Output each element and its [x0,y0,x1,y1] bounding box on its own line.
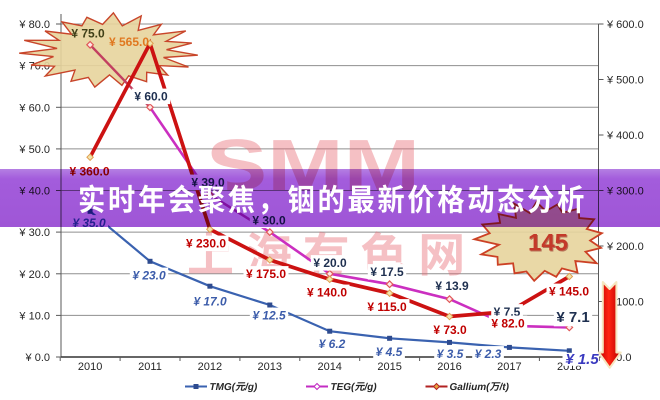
svg-text:¥ 10.0: ¥ 10.0 [18,310,50,322]
svg-text:¥ 3.5: ¥ 3.5 [437,347,464,361]
svg-text:¥ 80.0: ¥ 80.0 [18,19,50,31]
svg-text:¥ 50.0: ¥ 50.0 [18,144,50,156]
svg-text:¥ 400.0: ¥ 400.0 [606,130,644,142]
svg-text:2010: 2010 [78,361,102,373]
svg-text:¥ 565.0: ¥ 565.0 [109,35,149,49]
svg-text:¥ 75.0: ¥ 75.0 [71,27,105,41]
svg-text:¥ 145.0: ¥ 145.0 [549,285,589,299]
svg-text:¥ 73.0: ¥ 73.0 [433,323,467,337]
svg-text:¥ 115.0: ¥ 115.0 [367,300,407,314]
svg-text:2017: 2017 [497,361,521,373]
svg-text:¥ 12.5: ¥ 12.5 [252,309,286,323]
svg-text:¥ 60.0: ¥ 60.0 [134,90,168,104]
svg-text:¥ 1.5: ¥ 1.5 [565,351,599,368]
svg-text:¥ 140.0: ¥ 140.0 [307,286,347,300]
svg-text:¥ 17.0: ¥ 17.0 [193,295,227,309]
svg-text:¥ 20.0: ¥ 20.0 [18,269,50,281]
svg-text:¥ 20.0: ¥ 20.0 [313,256,347,270]
svg-text:¥ 500.0: ¥ 500.0 [606,75,644,87]
svg-text:¥ 2.3: ¥ 2.3 [475,347,502,361]
svg-text:¥ 17.5: ¥ 17.5 [370,265,404,279]
svg-text:¥ 82.0: ¥ 82.0 [491,317,525,331]
svg-text:¥ 175.0: ¥ 175.0 [246,267,286,281]
svg-text:2012: 2012 [198,361,222,373]
svg-text:2011: 2011 [138,361,162,373]
svg-text:¥ 600.0: ¥ 600.0 [606,19,644,31]
svg-text:¥ 200.0: ¥ 200.0 [606,241,644,253]
svg-text:¥ 6.2: ¥ 6.2 [319,337,346,351]
svg-text:¥ 60.0: ¥ 60.0 [18,102,50,114]
svg-text:2013: 2013 [258,361,282,373]
svg-text:¥ 230.0: ¥ 230.0 [186,237,226,251]
svg-text:¥ 7.1: ¥ 7.1 [556,309,589,326]
svg-text:¥ 7.5: ¥ 7.5 [494,305,521,319]
svg-text:2014: 2014 [317,361,341,373]
svg-text:¥ 23.0: ¥ 23.0 [132,269,166,283]
svg-text:145: 145 [528,230,568,257]
svg-text:¥ 4.5: ¥ 4.5 [376,345,403,359]
svg-text:¥ 0.0: ¥ 0.0 [25,352,50,364]
svg-text:2015: 2015 [377,361,401,373]
svg-text:¥ 30.0: ¥ 30.0 [18,227,50,239]
svg-text:¥ 13.9: ¥ 13.9 [435,279,469,293]
svg-text:2016: 2016 [437,361,461,373]
svg-text:145: 145 [529,231,569,258]
